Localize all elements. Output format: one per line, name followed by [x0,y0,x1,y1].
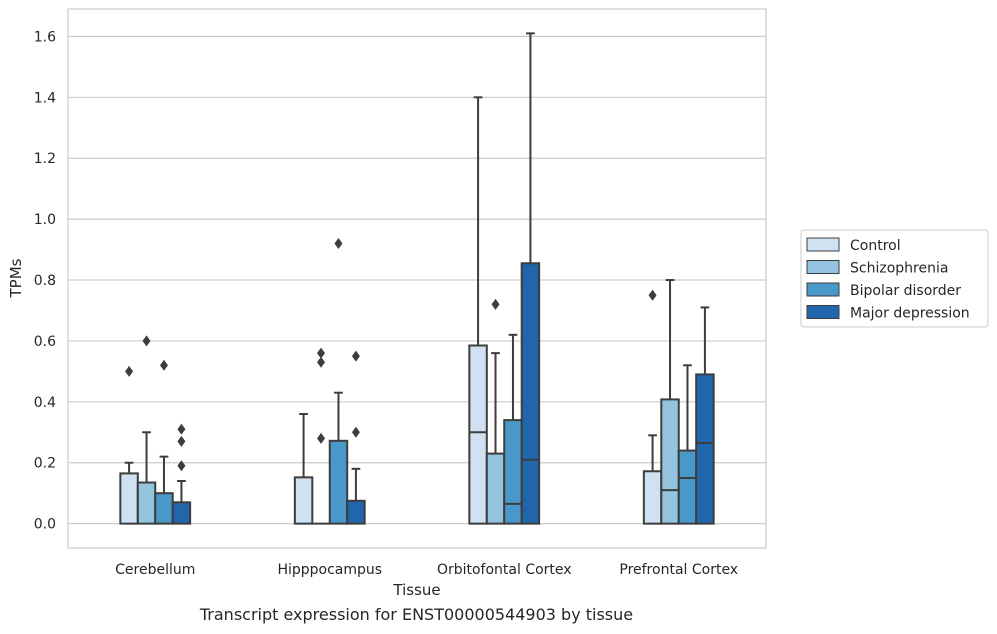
y-tick-label: 0.8 [34,273,56,289]
outlier-point [142,335,151,347]
outlier-point [334,237,343,249]
box-control [119,365,139,525]
box-control [642,289,663,525]
outlier-point [317,356,326,368]
x-tick-label: Orbitofontal Cortex [437,562,572,578]
box-bipolar-disorder [677,364,698,525]
box-bipolar-disorder [154,359,174,525]
box-body [328,439,349,525]
legend-swatch [806,260,840,274]
box-major-depression [520,32,541,525]
legend-label: Bipolar disorder [850,283,961,299]
x-tick-labels: Cerebellum Hipppocampus Orbitofontal Corte… [115,562,738,578]
box-body [119,472,139,525]
outlier-point [317,432,326,444]
chart-caption: Transcript expression for ENST0000054490… [199,605,634,624]
y-tick-label: 1.4 [34,90,56,106]
box-control [468,96,488,525]
outlier-point [177,423,186,435]
y-tick-labels: 0.0 0.2 0.4 0.6 0.8 1.0 1.2 1.4 1.6 [34,29,56,532]
x-tick-label: Hipppocampus [277,562,382,578]
outlier-point [491,298,500,310]
box-body [136,481,157,525]
box-body [642,470,663,525]
outlier-point [177,460,186,472]
box-major-depression [346,350,366,525]
box-major-depression [171,423,192,525]
y-tick-label: 0.2 [34,456,56,472]
outlier-point [648,289,657,301]
box-body [660,398,680,525]
legend-frame [800,229,989,328]
box-schizophrenia [660,279,680,525]
y-tick-label: 0.0 [34,517,56,533]
box-body [520,262,541,525]
box-body [468,344,488,525]
box-body [154,492,174,525]
x-axis-label: Tissue [392,581,440,599]
outlier-point [125,365,134,377]
box-bipolar-disorder [328,237,349,525]
y-tick-label: 1.6 [34,29,56,45]
y-tick-label: 0.6 [34,334,56,350]
legend-swatch [806,237,840,252]
box-bipolar-disorder [503,333,523,525]
box-schizophrenia [312,347,330,525]
outlier-point [351,426,360,438]
box-body [695,373,715,525]
box-major-depression [695,306,715,525]
outlier-point [159,359,168,371]
box-body [171,501,192,525]
plot-frame [67,8,767,549]
outlier-point [351,350,360,362]
legend-label: Major depression [850,306,970,322]
legend-swatch [806,282,840,297]
y-tick-label: 1.0 [34,212,56,228]
y-axis-label: TPMs [7,258,25,298]
x-tick-label: Prefrontal Cortex [619,562,738,578]
box-body [503,419,523,525]
outlier-point [177,435,186,447]
box-schizophrenia [136,335,157,525]
box-body [346,499,366,525]
box-body [677,449,698,525]
box-body [293,476,314,525]
x-tick-label: Cerebellum [115,562,195,578]
legend: Control Schizophrenia Bipolar disorder Majo… [800,229,989,328]
grid-lines [68,35,766,525]
box-schizophrenia [485,298,506,525]
outlier-point [317,347,326,359]
boxes [119,32,715,525]
legend-swatch [806,305,840,319]
y-tick-label: 0.4 [34,395,56,411]
legend-label: Control [850,238,901,254]
legend-label: Schizophrenia [850,261,948,277]
box-control [293,413,314,525]
box-body [485,452,506,525]
y-tick-label: 1.2 [34,151,56,167]
